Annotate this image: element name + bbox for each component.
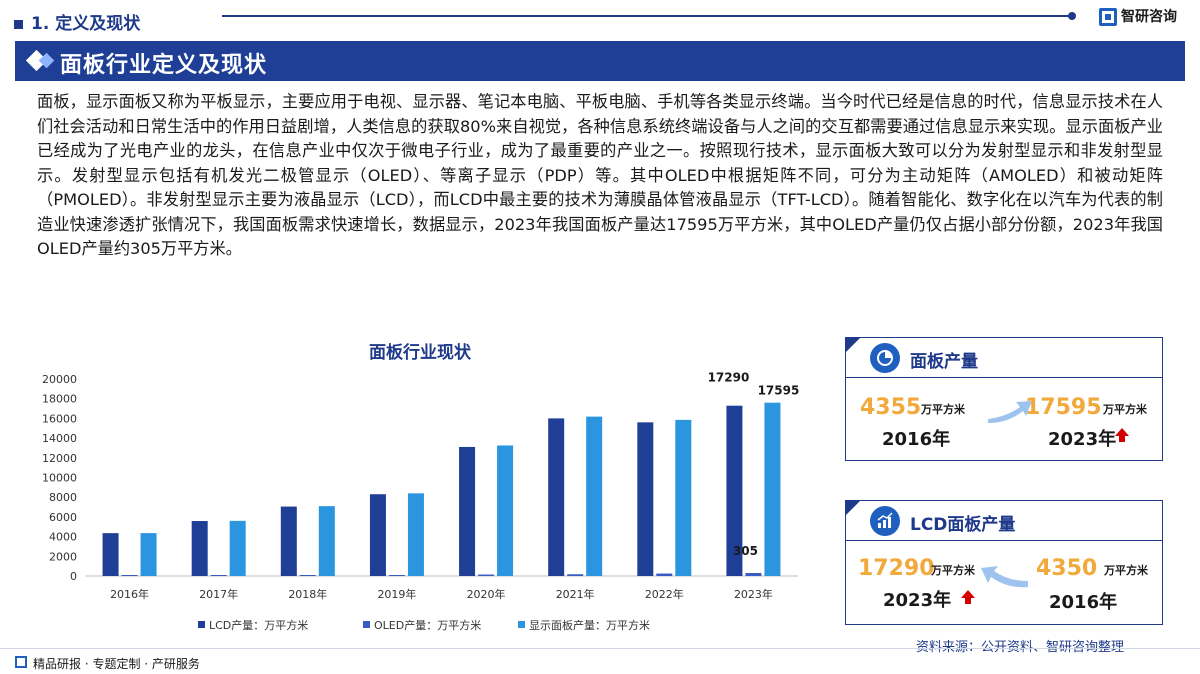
data-source: 资料来源：公开资料、智研咨询整理: [916, 640, 1125, 655]
card-title: 面板产量: [910, 352, 978, 372]
footer: 精品研报 · 专题定制 · 产研服务: [0, 648, 1200, 674]
section-title-text: 1. 定义及现状: [31, 14, 141, 34]
left-unit: 万平方米: [931, 564, 975, 577]
y-tick-label: 4000: [49, 531, 77, 544]
lcd-output-card: LCD面板产量 17290 万平方米 2023年 4350 万平方米 2016年: [845, 500, 1163, 625]
legend-swatch: [363, 621, 370, 628]
x-tick-label: 2023年: [734, 587, 773, 601]
corner-decoration: [846, 501, 860, 515]
data-label: 305: [733, 544, 758, 558]
bar-lcd: [280, 506, 297, 576]
x-tick-label: 2022年: [645, 587, 684, 601]
bar-lcd: [548, 418, 565, 576]
right-unit: 万平方米: [1104, 564, 1148, 577]
bar-panel: [229, 520, 246, 576]
card-header: 面板产量: [846, 338, 1162, 378]
bar-lcd: [726, 405, 743, 576]
to-year: 2023年: [1048, 429, 1117, 450]
right-value: 4350: [1036, 556, 1098, 581]
right-year: 2016年: [1049, 592, 1118, 613]
data-label: 17595: [758, 384, 800, 398]
trend-chart-icon: [870, 506, 900, 536]
left-year: 2023年: [883, 590, 952, 611]
x-tick-label: 2018年: [288, 587, 327, 601]
x-tick-label: 2017年: [199, 587, 238, 601]
legend-label: 显示面板产量：万平方米: [529, 618, 650, 632]
from-year: 2016年: [882, 429, 951, 450]
bar-panel: [318, 506, 335, 576]
from-unit: 万平方米: [921, 403, 965, 416]
y-tick-label: 18000: [42, 393, 77, 406]
left-arrow-icon: [981, 566, 1028, 588]
brand-name: 智研咨询: [1121, 9, 1177, 25]
up-arrow-icon: [961, 590, 975, 604]
chart-title: 面板行业现状: [369, 343, 471, 363]
bar-oled: [478, 574, 495, 576]
y-tick-label: 2000: [49, 550, 77, 563]
to-value: 17595: [1025, 395, 1102, 420]
bar-oled: [121, 575, 138, 576]
section-title: 1. 定义及现状: [14, 9, 140, 34]
data-label: 17290: [708, 371, 750, 385]
bar-lcd: [637, 422, 654, 576]
square-bullet-icon: [14, 19, 23, 29]
bar-panel: [675, 419, 692, 576]
banner-title: 面板行业定义及现状: [60, 53, 268, 78]
legend-swatch: [518, 621, 525, 628]
from-value: 4355: [860, 395, 922, 420]
bar-lcd: [191, 521, 208, 576]
footer-divider: [0, 648, 1200, 649]
card-header: LCD面板产量: [846, 501, 1162, 541]
bar-chart: 0 2000 4000 6000 8000 10000 12000 14000 16000 180…: [42, 371, 800, 632]
bar-oled: [567, 574, 584, 576]
y-tick-label: 6000: [49, 511, 77, 524]
bar-lcd: [459, 446, 476, 576]
banner: 面板行业定义及现状: [15, 41, 1185, 81]
x-tick-label: 2016年: [110, 587, 149, 601]
bar-oled: [299, 575, 316, 576]
up-arrow-icon: [1115, 428, 1129, 442]
bar-panel: [140, 533, 157, 576]
left-value: 17290: [858, 556, 935, 581]
bar-oled: [656, 573, 673, 576]
bar-oled: [210, 575, 227, 576]
brand-logo-icon: [1099, 8, 1117, 26]
legend-swatch: [198, 621, 205, 628]
y-tick-label: 8000: [49, 491, 77, 504]
brand-logo: 智研咨询: [1099, 6, 1177, 26]
panel-output-card: 面板产量 4355 万平方米 2016年 17595 万平方米 2023年: [845, 337, 1163, 461]
divider-line: [222, 12, 1076, 20]
bar-oled: [388, 575, 405, 576]
to-unit: 万平方米: [1103, 403, 1147, 416]
bar-panel: [407, 493, 424, 576]
pie-chart-icon: [870, 343, 900, 373]
bar-panel: [586, 416, 603, 576]
y-tick-label: 10000: [42, 472, 77, 485]
intro-paragraph: 面板，显示面板又称为平板显示，主要应用于电视、显示器、笔记本电脑、平板电脑、手机…: [37, 92, 1163, 258]
right-arrow-icon: [988, 401, 1032, 423]
x-tick-label: 2020年: [467, 587, 506, 601]
bar-panel: [497, 445, 514, 576]
y-tick-label: 14000: [42, 432, 77, 445]
footer-logo-icon: [15, 656, 27, 668]
footer-text: 精品研报 · 专题定制 · 产研服务: [33, 657, 200, 671]
corner-decoration: [846, 338, 860, 352]
x-tick-label: 2021年: [556, 587, 595, 601]
bar-lcd: [369, 494, 386, 576]
x-tick-label: 2019年: [377, 587, 416, 601]
bar-panel: [764, 402, 781, 576]
legend-label: OLED产量：万平方米: [374, 618, 481, 632]
bar-oled: [745, 572, 762, 576]
y-tick-label: 16000: [42, 412, 77, 425]
top-bar: 1. 定义及现状 智研咨询: [0, 0, 1200, 40]
y-tick-label: 20000: [42, 373, 77, 386]
y-tick-label: 0: [70, 570, 77, 583]
bar-lcd: [102, 533, 119, 576]
y-tick-label: 12000: [42, 452, 77, 465]
legend-label: LCD产量：万平方米: [209, 618, 308, 632]
card-title: LCD面板产量: [910, 515, 1016, 535]
